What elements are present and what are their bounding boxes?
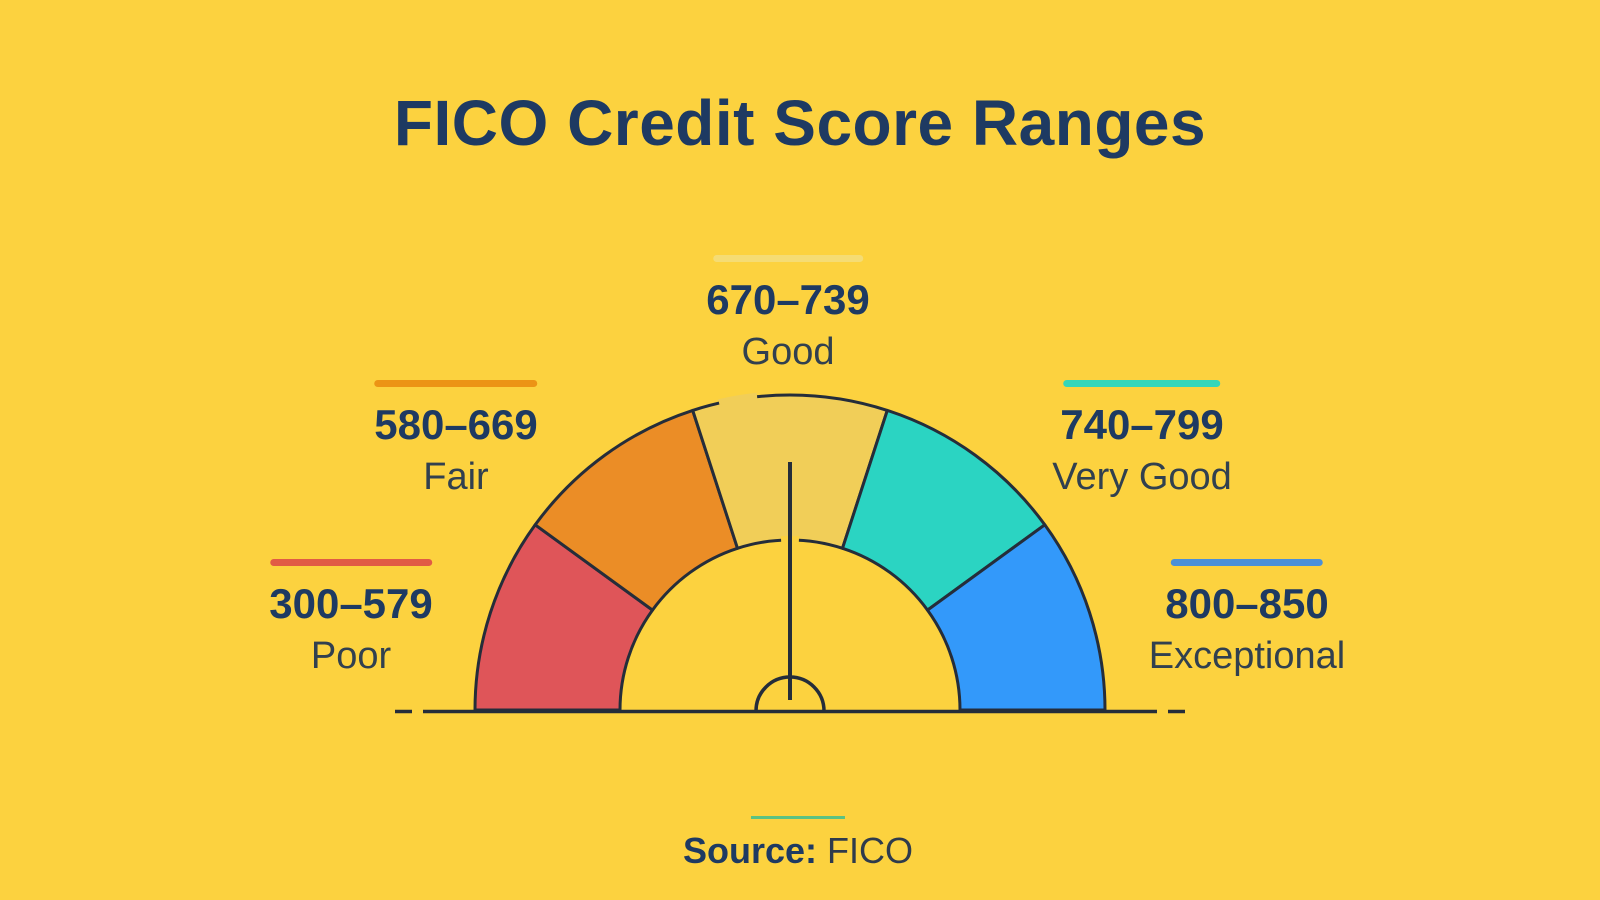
outer-arc-gap [718, 392, 758, 408]
fair-category: Fair [423, 456, 489, 498]
page-title: FICO Credit Score Ranges [393, 87, 1207, 159]
source-text: Source: FICO [683, 833, 913, 869]
poor-range: 300–579 [269, 580, 433, 627]
poor-category: Poor [310, 635, 392, 677]
source-value: FICO [827, 830, 914, 871]
very-good-accent-bar [1063, 380, 1221, 387]
score-label-good: 670–739 Good [706, 255, 870, 371]
poor-accent-bar [269, 559, 432, 566]
source-accent-line [751, 816, 845, 819]
score-label-poor: 300–579 Poor [269, 559, 433, 675]
good-category: Good [741, 331, 835, 373]
good-range: 670–739 [706, 276, 870, 323]
source-attribution: Source: FICO [683, 816, 913, 869]
source-label: Source: [682, 830, 818, 871]
fair-range: 580–669 [374, 401, 538, 448]
fair-accent-bar [374, 380, 538, 387]
exceptional-category: Exceptional [1148, 635, 1346, 677]
gauge-pivot [754, 675, 826, 712]
exceptional-accent-bar [1171, 559, 1323, 566]
good-accent-bar [712, 255, 863, 262]
score-label-exceptional: 800–850 Exceptional [1149, 559, 1345, 675]
score-label-fair: 580–669 Fair [374, 380, 538, 496]
very-good-range: 740–799 [1060, 401, 1224, 448]
very-good-category: Very Good [1052, 456, 1232, 498]
exceptional-range: 800–850 [1165, 580, 1329, 627]
score-label-very-good: 740–799 Very Good [1052, 380, 1232, 496]
